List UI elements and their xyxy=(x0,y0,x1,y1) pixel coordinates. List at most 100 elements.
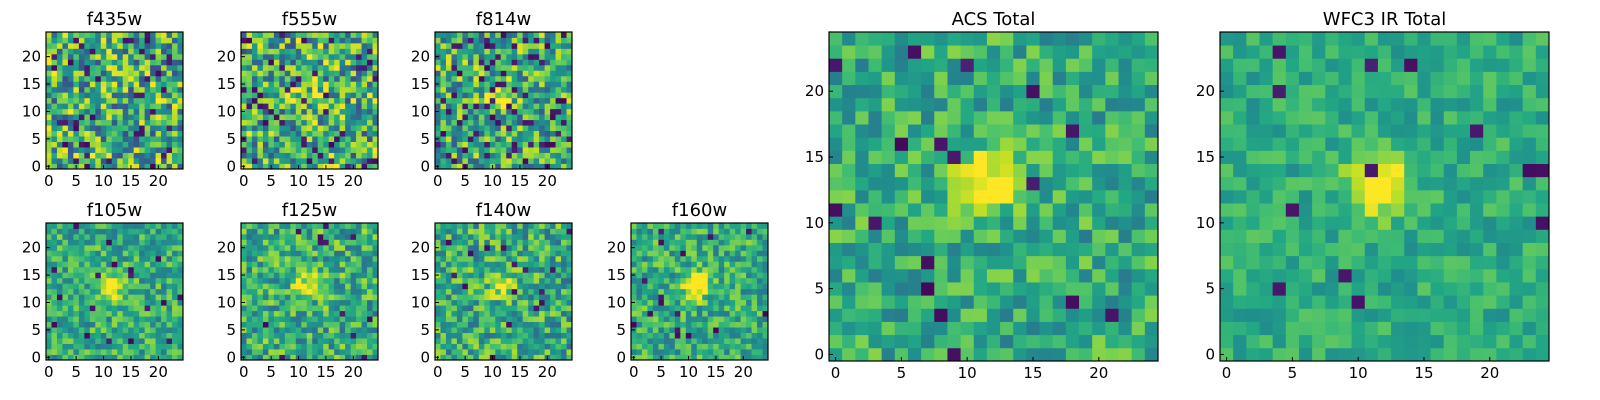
acs-total-pixel xyxy=(881,321,896,336)
f814w-title: f814w xyxy=(476,9,531,30)
f125w-pixel xyxy=(246,272,253,279)
f125w-pixel xyxy=(284,266,291,273)
f125w-pixel xyxy=(312,332,319,339)
f140w-pixel xyxy=(555,316,562,323)
f435w-pixel xyxy=(133,119,140,126)
f435w-pixel xyxy=(133,70,140,77)
f125w-pixel xyxy=(328,223,335,229)
f160w-pixel xyxy=(658,223,665,229)
f140w-pixel xyxy=(506,266,513,273)
f140w-pixel xyxy=(544,266,551,273)
f160w-pixel xyxy=(735,332,741,339)
f125w-pixel xyxy=(268,288,275,295)
f814w-pixel xyxy=(550,130,556,137)
acs-total-pixel xyxy=(1105,150,1119,164)
f125w-pixel xyxy=(284,332,291,339)
f105w-pixel xyxy=(117,349,124,355)
f125w-pixel xyxy=(279,233,286,240)
f555w-pixel xyxy=(356,64,362,71)
f125w-pixel xyxy=(350,288,357,295)
f125w-pixel xyxy=(339,316,346,323)
f160w-pixel xyxy=(641,349,648,355)
f435w-pixel xyxy=(172,97,178,104)
f814w-pixel xyxy=(500,92,507,99)
f125w-pixel xyxy=(295,288,302,295)
f814w-pixel xyxy=(528,152,535,159)
f105w-pixel xyxy=(144,283,151,290)
f435w-pixel xyxy=(133,114,140,121)
f125w-pixel xyxy=(295,349,302,355)
f140w-pixel xyxy=(473,266,480,273)
f140w-pixel xyxy=(435,261,441,268)
f105w-pixel xyxy=(117,261,124,268)
f555w-pixel xyxy=(279,119,286,126)
f105w-pixel xyxy=(51,250,58,257)
f435w-pixel xyxy=(89,147,96,153)
acs-total-pixel xyxy=(947,150,961,164)
f435w-pixel xyxy=(89,119,96,126)
f160w-pixel xyxy=(746,255,752,262)
f435w-pixel xyxy=(172,158,178,164)
acs-total-pixel xyxy=(947,282,961,296)
f105w-pixel xyxy=(133,349,140,355)
f814w-pixel xyxy=(473,70,480,77)
f160w-pixel xyxy=(685,327,692,333)
f814w-pixel xyxy=(478,86,485,93)
acs-total-pixel xyxy=(1065,124,1080,138)
f125w-pixel xyxy=(290,321,297,328)
f814w-pixel xyxy=(456,37,463,44)
f814w-pixel xyxy=(517,141,524,148)
f160w-pixel xyxy=(735,321,741,328)
f555w-pixel xyxy=(323,125,330,132)
f105w-pixel xyxy=(139,338,146,344)
f160w-pixel xyxy=(729,299,736,306)
f125w-pixel xyxy=(251,223,258,229)
f555w-pixel xyxy=(372,37,379,44)
f125w-pixel xyxy=(284,327,291,333)
f105w-pixel xyxy=(128,321,135,328)
f435w-pixel xyxy=(150,81,156,88)
f160w-pixel xyxy=(713,244,720,251)
f105w-pixel xyxy=(133,255,140,262)
f555w-pixel xyxy=(301,59,308,66)
acs-total-pixel xyxy=(1065,242,1080,257)
f814w-pixel xyxy=(473,125,480,132)
f555w-pixel xyxy=(241,48,247,55)
f435w-pixel xyxy=(172,48,178,55)
f555w-pixel xyxy=(273,86,280,93)
f555w-pixel xyxy=(339,152,346,159)
f435w-pixel xyxy=(166,42,173,49)
f814w-pixel xyxy=(522,75,529,82)
f160w-ytick-label: 15 xyxy=(607,266,626,284)
f125w-pixel xyxy=(334,223,341,229)
f814w-pixel xyxy=(533,147,540,153)
acs-total-pixel xyxy=(1065,308,1080,322)
f814w-pixel xyxy=(506,147,513,153)
f435w-pixel xyxy=(166,108,173,115)
acs-total-pixel xyxy=(1013,295,1027,309)
f160w-pixel xyxy=(740,239,747,246)
f555w-pixel xyxy=(317,42,324,49)
f435w-pixel xyxy=(106,103,113,110)
f140w-pixel xyxy=(533,288,540,295)
f435w-pixel xyxy=(144,48,151,55)
f435w-pixel xyxy=(133,136,140,142)
f435w-pixel xyxy=(177,136,184,142)
f555w-pixel xyxy=(284,136,291,142)
f555w-pixel xyxy=(306,136,313,142)
f125w-pixel xyxy=(246,288,253,295)
f140w-pixel xyxy=(555,305,562,312)
f140w-pixel xyxy=(522,299,529,306)
f140w-pixel xyxy=(478,233,485,240)
f555w-pixel xyxy=(345,97,351,104)
f160w-pixel xyxy=(691,272,698,279)
f435w-pixel xyxy=(177,141,184,148)
f814w-pixel xyxy=(511,92,518,99)
f814w-pixel xyxy=(435,75,441,82)
f814w-pixel xyxy=(462,70,469,77)
f435w-pixel xyxy=(84,114,91,121)
acs-total-pixel xyxy=(1131,216,1146,230)
f105w-pixel xyxy=(128,338,135,344)
f160w-pixel xyxy=(631,294,637,301)
f814w-pixel xyxy=(561,130,567,137)
